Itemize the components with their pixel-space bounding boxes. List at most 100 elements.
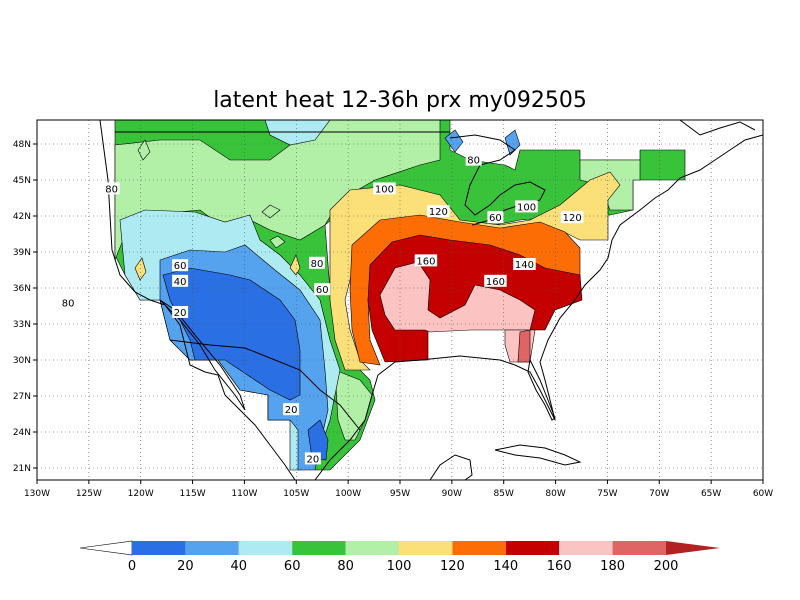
colorbar-label: 140 (493, 559, 518, 574)
contour-label: 120 (429, 207, 448, 218)
contour-label: 160 (486, 277, 505, 288)
colorbar-label: 180 (600, 559, 625, 574)
patch-west-1 (137, 139, 151, 161)
contour-label-bg (560, 211, 584, 224)
coast-pacific (99, 120, 296, 480)
lon-tick-label: 120W (128, 489, 154, 499)
colorbar-swatch (132, 541, 186, 555)
band-40-60-lakes-2 (504, 129, 521, 156)
colorbar-label: 160 (547, 559, 572, 574)
contour-label-bg (515, 200, 538, 213)
contour-label: 20 (174, 308, 187, 319)
lon-tick-label: 95W (390, 489, 410, 499)
grid-lines (37, 120, 763, 480)
colorbar-swatch (292, 541, 346, 555)
lon-tick-label: 90W (442, 489, 462, 499)
coast-florida (527, 358, 556, 421)
contour-label: 100 (375, 184, 394, 195)
patch-west-3 (269, 235, 286, 249)
border-us-mexico (169, 339, 361, 431)
lat-tick-label: 36N (13, 284, 31, 294)
colorbar-label: 20 (177, 559, 194, 574)
lon-tick-label: 105W (283, 489, 309, 499)
contour-label: 140 (515, 260, 534, 271)
contour-label: 80 (311, 259, 324, 270)
lat-tick-label: 48N (13, 140, 31, 150)
colorbar: 0 20 40 60 80 100 120 140 160 180 200 (79, 540, 720, 574)
contour-label-bg (309, 256, 326, 269)
contour-label-bg (414, 254, 438, 267)
colorbar-label: 0 (128, 559, 136, 574)
contour-label-bg (172, 274, 189, 287)
band-160-180 (379, 261, 536, 333)
colorbar-label: 80 (337, 559, 354, 574)
contour-label: 60 (489, 213, 502, 224)
lat-tick-label: 30N (13, 356, 31, 366)
contour-label: 160 (416, 256, 435, 267)
lon-tick-label: 110W (231, 489, 257, 499)
colorbar-swatch (505, 541, 560, 555)
contour-label: 120 (563, 213, 582, 224)
lat-tick-label: 45N (13, 176, 31, 186)
coast-hudson (679, 120, 756, 136)
lon-tick-label: 100W (335, 489, 361, 499)
colorbar-swatch (345, 541, 399, 555)
lat-tick-label: 24N (13, 428, 31, 438)
colorbar-label: 40 (231, 559, 248, 574)
band-180-200 (517, 329, 531, 363)
contour-label-bg (487, 211, 504, 224)
lon-tick-label: 80W (545, 489, 565, 499)
contour-label-bg (172, 259, 189, 272)
colorbar-label: 100 (387, 559, 412, 574)
plot-area (37, 120, 763, 480)
lat-tick-label: 39N (13, 248, 31, 258)
coast-yucatan (429, 454, 473, 480)
contour-label: 80 (105, 184, 118, 195)
lon-tick-label: 125W (76, 489, 102, 499)
contour-label: 60 (316, 285, 329, 296)
contour-label-bg (172, 306, 189, 318)
contour-label-bg (103, 182, 120, 195)
colorbar-swatch (238, 541, 293, 555)
lon-tick-label: 75W (597, 489, 617, 499)
band-0-20 (162, 267, 301, 401)
axes: 130W 125W 120W 115W 110W 105W 100W 95W 90W 85W 80W… (13, 140, 773, 499)
contour-label-bg (465, 153, 482, 166)
coast-gulf-mexico (314, 134, 763, 480)
contour-label: 80 (62, 298, 75, 309)
contour-label-bg (283, 403, 300, 416)
colorbar-arrow-low (79, 540, 133, 556)
contour-label-bg (513, 258, 536, 270)
lon-tick-label: 130W (24, 489, 50, 499)
lat-tick-label: 42N (13, 212, 31, 222)
coast-baja (159, 299, 246, 411)
lon-tick-label: 65W (701, 489, 721, 499)
colorbar-label: 60 (284, 559, 301, 574)
coast-cuba (494, 444, 582, 466)
contour-label: 20 (285, 405, 298, 416)
patch-west-2 (261, 204, 281, 219)
colorbar-swatch (185, 541, 239, 555)
colorbar-label: 200 (654, 559, 679, 574)
contour-label: 60 (174, 261, 187, 272)
lon-tick-label: 70W (649, 489, 669, 499)
colorbar-swatch (559, 541, 613, 555)
contour-label-bg (373, 182, 396, 195)
contour-label-bg (60, 296, 77, 309)
contour-label-bg (314, 283, 331, 296)
lon-tick-label: 85W (494, 489, 514, 499)
lon-tick-label: 115W (180, 489, 206, 499)
lat-tick-label: 21N (13, 464, 31, 474)
contour-label: 100 (517, 202, 536, 213)
patch-yellow-1 (289, 254, 301, 276)
contour-label: 40 (174, 277, 187, 288)
contour-labels: 80 80 60 40 20 20 20 80 60 100 80 120 60 100 120 160 140… (60, 153, 584, 465)
colorbar-arrow-high (666, 541, 720, 555)
colorbar-swatch (452, 541, 506, 555)
lat-tick-label: 27N (13, 392, 31, 402)
contour-label-bg (427, 205, 450, 218)
contour-label-bg (304, 452, 321, 465)
map-title: latent heat 12-36h prx my092505 (213, 88, 587, 113)
contour-label: 80 (467, 156, 480, 167)
